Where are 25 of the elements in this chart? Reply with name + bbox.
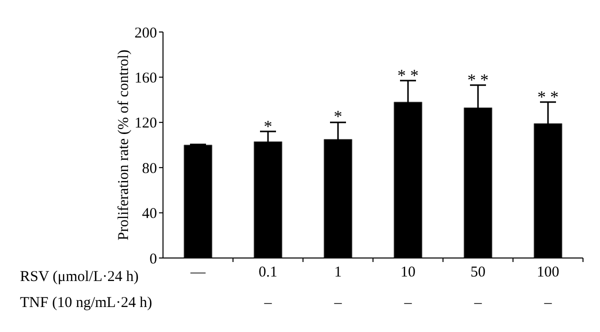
text: – — [333, 295, 342, 311]
text: TNF (10 ng/mL·24 h) — [20, 295, 152, 311]
y-tick-label: 80 — [142, 160, 157, 177]
x-axis-title: RSV (μmol/L·24 h) — [20, 269, 139, 285]
y-axis-title: Proliferation rate (% of control) — [116, 50, 132, 240]
y-tick-label: 40 — [142, 206, 157, 222]
text: – — [403, 295, 412, 311]
annotation: * * — [537, 88, 559, 107]
x-tick-label: 100 — [536, 264, 560, 281]
annotation: * * — [397, 66, 419, 86]
x-tick-label: — — [190, 264, 206, 281]
x-tick-label: 10 — [400, 264, 416, 281]
x-tick-label: 1 — [334, 264, 342, 281]
text: – — [543, 295, 552, 311]
text: – — [263, 295, 272, 311]
annotation: * * — [467, 70, 489, 90]
y-tick-label: 200 — [134, 25, 157, 42]
x-tick-label: 0.1 — [258, 264, 278, 281]
y-tick-label: 120 — [134, 116, 157, 132]
text: – — [473, 295, 482, 311]
y-tick-label: 160 — [134, 70, 157, 87]
x-tick-label: 50 — [470, 264, 486, 281]
y-tick-label: 0 — [150, 251, 157, 268]
annotation: * — [334, 106, 342, 126]
annotation: * — [264, 117, 272, 136]
